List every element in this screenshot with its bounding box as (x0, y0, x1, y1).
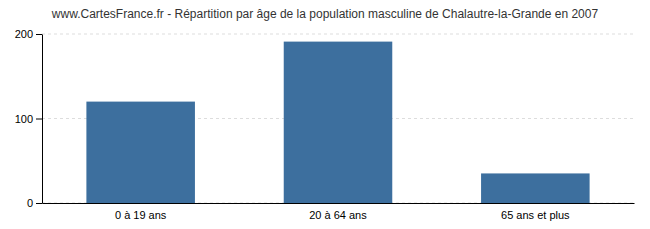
chart: www.CartesFrance.fr - Répartition par âg… (0, 0, 650, 229)
bar (86, 102, 195, 203)
y-tick-mark (36, 203, 42, 204)
y-tick-mark (36, 34, 42, 35)
bar (284, 42, 393, 203)
bars (86, 42, 589, 203)
x-axis: 0 à 19 ans 20 à 64 ans 65 ans et plus (43, 203, 635, 221)
title: www.CartesFrance.fr - Répartition par âg… (51, 7, 599, 21)
y-tick-label: 100 (15, 113, 33, 125)
x-axis-line (43, 203, 635, 204)
x-tick-label: 0 à 19 ans (115, 209, 167, 221)
x-tick-label: 20 à 64 ans (309, 209, 367, 221)
x-tick: 65 ans et plus (501, 203, 570, 221)
y-tick-label: 200 (15, 28, 33, 40)
y-axis-line (42, 35, 43, 204)
x-tick: 20 à 64 ans (309, 203, 367, 221)
y-tick-label: 0 (27, 197, 33, 209)
x-tick-label: 65 ans et plus (501, 209, 570, 221)
x-tick: 0 à 19 ans (115, 203, 167, 221)
y-tick-mark (36, 119, 42, 120)
y-axis: 0 100 200 (15, 28, 43, 209)
grid (42, 34, 634, 203)
y-tick: 0 (27, 197, 42, 209)
bar (481, 173, 590, 203)
plot: 0 à 19 ans 20 à 64 ans 65 ans et plus 0 100 2… (15, 28, 635, 221)
grid-line (42, 34, 634, 35)
y-tick: 200 (15, 28, 42, 40)
y-tick: 100 (15, 113, 42, 125)
